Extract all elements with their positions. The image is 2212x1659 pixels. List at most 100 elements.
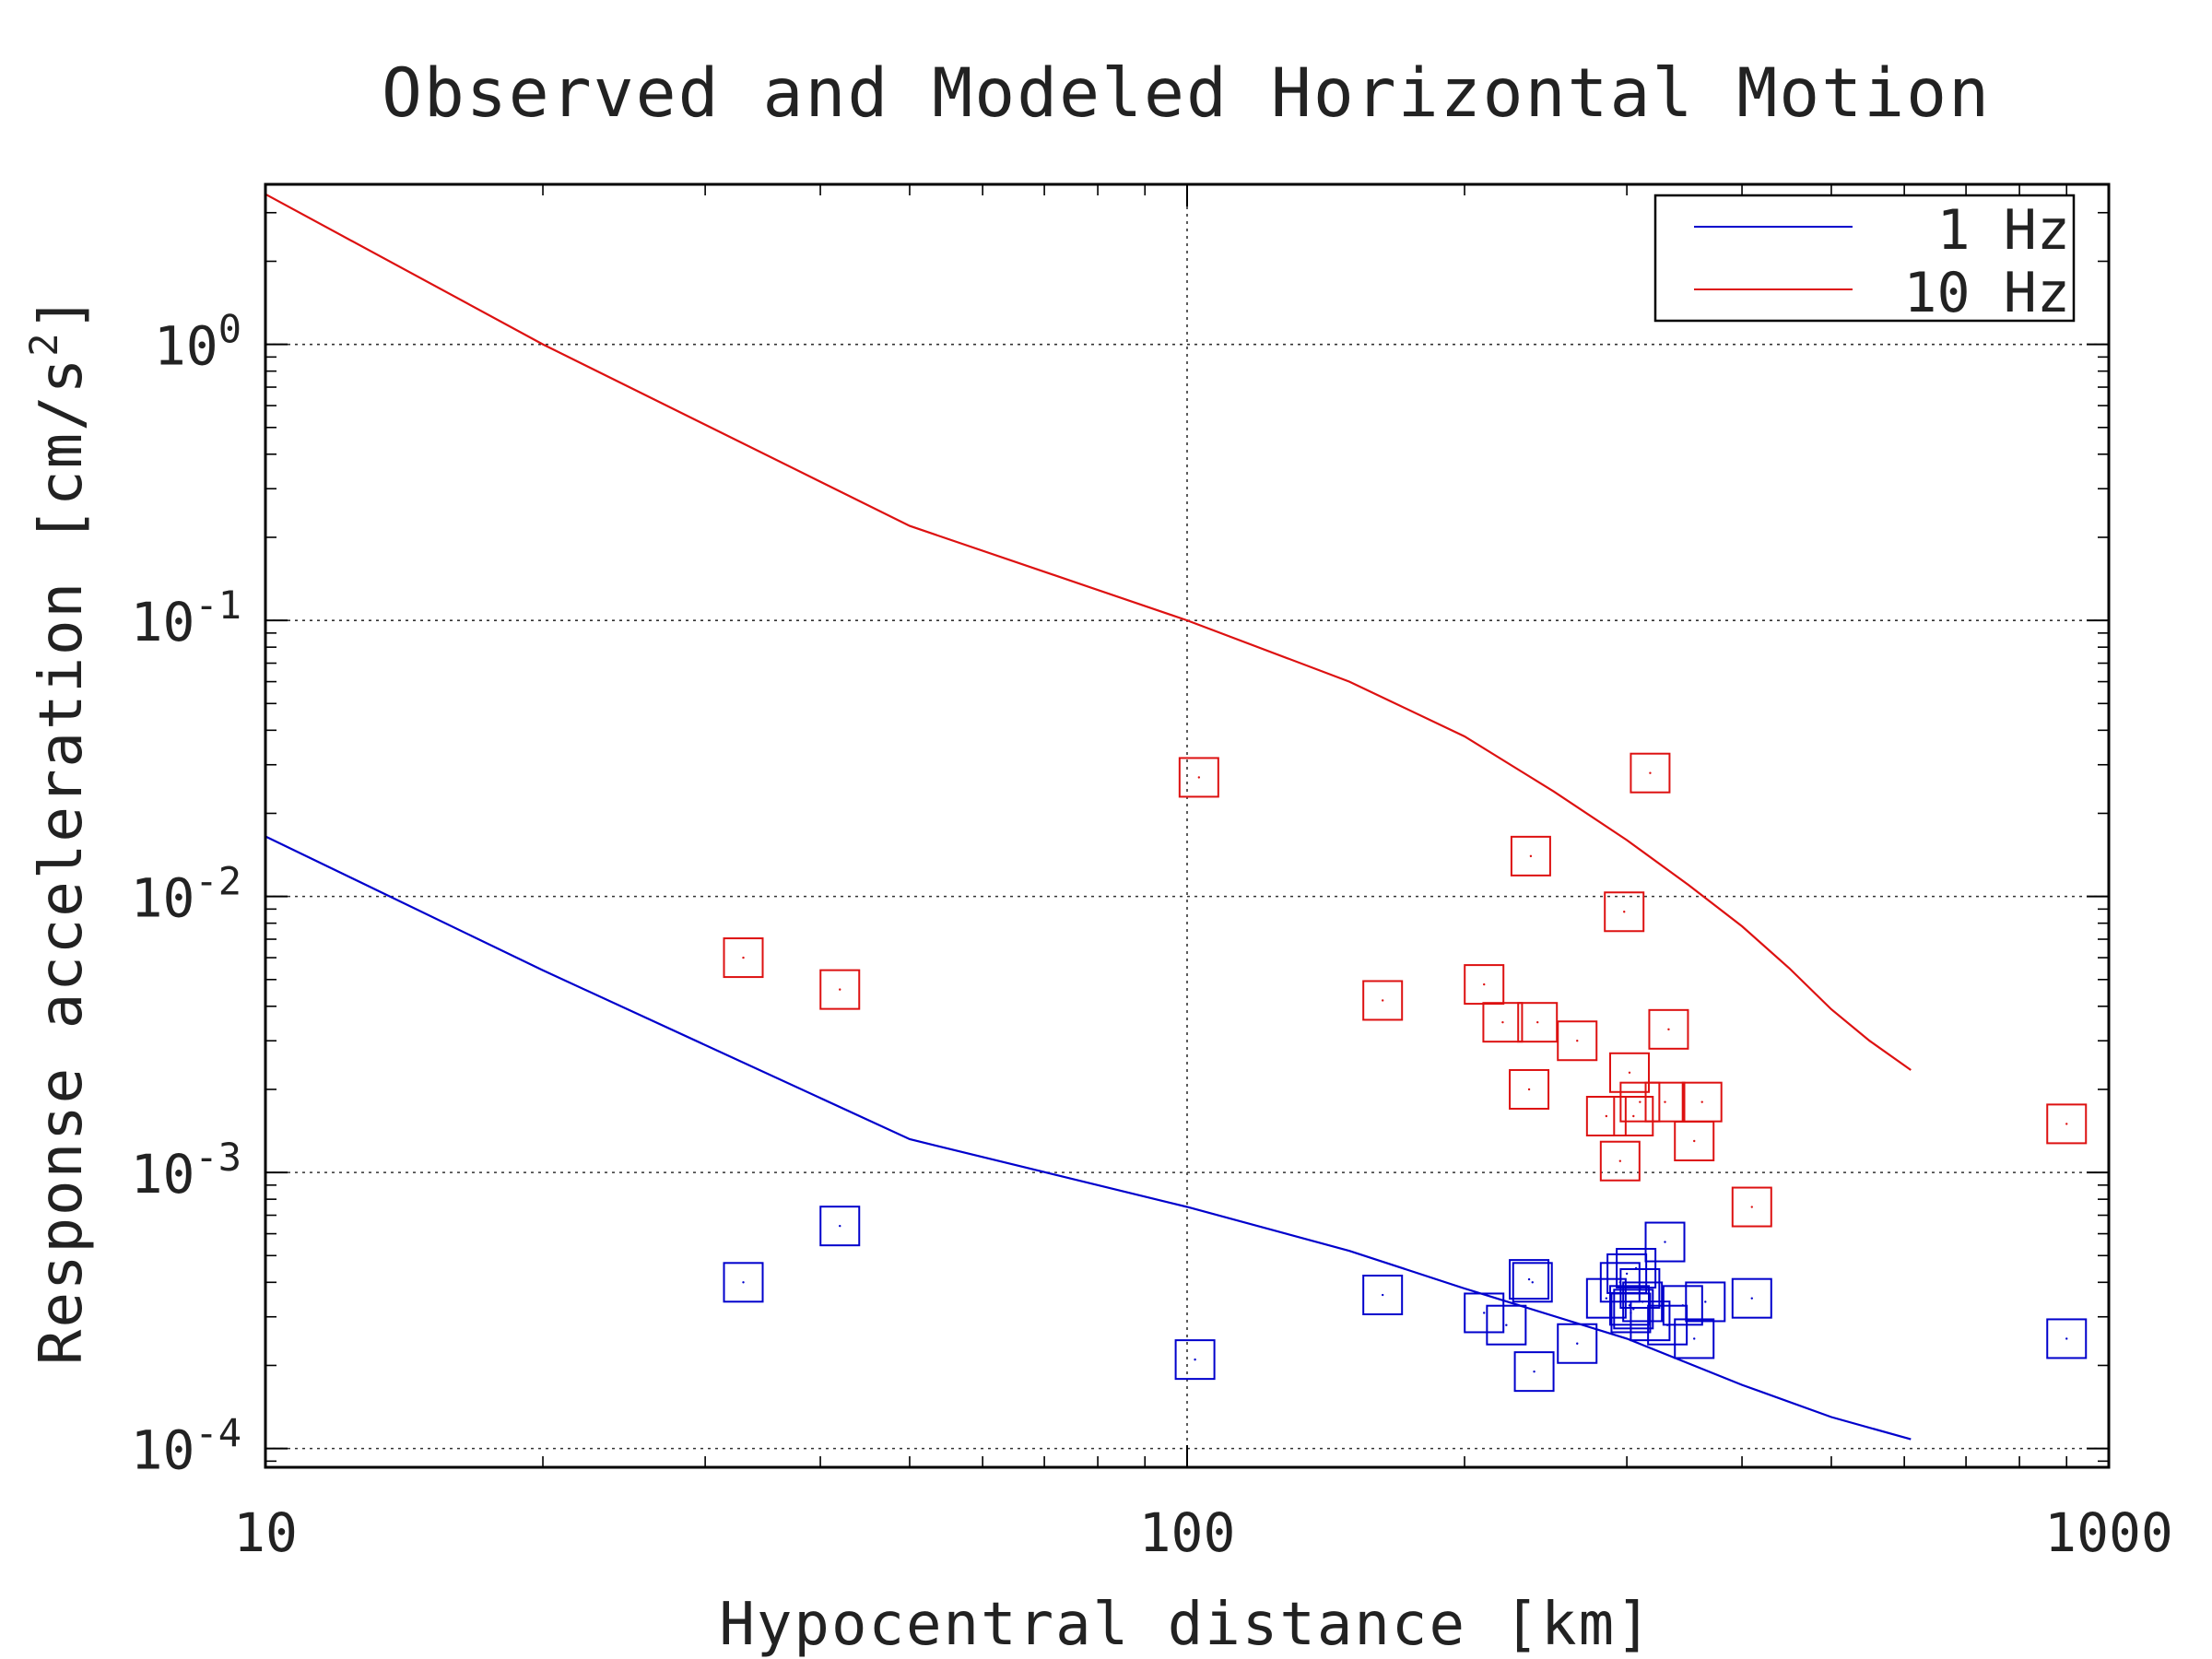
observed-point-1hz: [1585, 1277, 1627, 1319]
observed-point-center-10hz: [1536, 1020, 1539, 1024]
observed-point-10hz: [1681, 1081, 1723, 1123]
y-axis-label-text: Response acceleration [cm/s: [28, 357, 96, 1365]
model-line-10hz: [265, 193, 1912, 1071]
y-axis-label-close: ]: [28, 294, 96, 332]
observed-point-center-10hz: [1700, 1100, 1703, 1103]
observed-point-center-1hz: [1693, 1337, 1696, 1340]
x-axis-label: Hypocentral distance [km]: [719, 1591, 1653, 1659]
observed-point-1hz: [1174, 1339, 1216, 1381]
observed-point-10hz: [1619, 1081, 1661, 1123]
observed-point-center-1hz: [1704, 1300, 1707, 1303]
observed-point-center-1hz: [1664, 1241, 1666, 1243]
y-tick-label: 10-1: [131, 582, 241, 653]
x-tick-label: 1000: [2044, 1501, 2173, 1564]
observed-point-10hz: [1644, 1081, 1686, 1123]
observed-point-center-1hz: [1605, 1297, 1608, 1300]
observed-point-10hz: [723, 937, 764, 979]
observed-point-1hz: [1464, 1292, 1505, 1334]
observed-point-center-1hz: [1750, 1297, 1753, 1300]
model-line-1hz: [265, 835, 1912, 1441]
y-tick-labels: 10-4 10-3 10-2 10-1 100: [131, 307, 241, 1482]
observed-point-1hz: [1731, 1277, 1772, 1319]
observed-point-1hz: [1362, 1275, 1404, 1316]
observed-point-center-1hz: [1649, 1319, 1652, 1323]
observed-point-center-10hz: [1529, 854, 1533, 858]
observed-point-center-10hz: [1639, 1100, 1641, 1103]
y-axis-label-superscript: 2: [21, 331, 66, 356]
observed-point-center-10hz: [1381, 999, 1384, 1002]
observed-point-center-1hz: [742, 1281, 745, 1284]
observed-point-center-10hz: [2065, 1123, 2068, 1125]
legend-label-1hz: 1 Hz: [1937, 198, 2071, 263]
observed-point-center-10hz: [1527, 1088, 1531, 1091]
observed-point-center-10hz: [1483, 982, 1486, 986]
legend-label-10hz: 10 Hz: [1903, 261, 2070, 325]
observed-point-1hz: [1512, 1262, 1553, 1303]
observed-point-center-10hz: [1618, 1159, 1622, 1162]
observed-point-center-10hz: [1667, 1028, 1670, 1031]
observed-point-center-10hz: [1501, 1020, 1504, 1024]
observed-point-10hz: [819, 969, 861, 1010]
y-tick-label: 10-3: [131, 1135, 241, 1206]
observed-point-10hz: [2046, 1103, 2088, 1145]
observed-point-1hz: [1509, 1259, 1550, 1300]
observed-point-10hz: [1648, 1008, 1689, 1050]
observed-point-center-10hz: [1664, 1100, 1666, 1103]
observed-point-center-1hz: [1576, 1342, 1579, 1345]
observed-point-1hz: [2046, 1318, 2088, 1359]
observed-point-center-10hz: [839, 988, 841, 991]
observed-point-center-1hz: [1527, 1277, 1531, 1281]
observed-point-center-10hz: [1197, 776, 1201, 779]
observed-point-10hz: [1604, 891, 1645, 933]
observed-point-center-1hz: [2065, 1337, 2068, 1340]
y-axis-label: Response acceleration [cm/s2]: [21, 294, 96, 1365]
observed-point-10hz: [1510, 835, 1551, 877]
x-tick-labels: 10 100 1000: [233, 1501, 2173, 1564]
model-lines: [265, 193, 1912, 1441]
observed-point-1hz: [1685, 1281, 1726, 1323]
observed-point-center-10hz: [1628, 1071, 1631, 1074]
observed-point-10hz: [1731, 1186, 1772, 1228]
plot-frame: [264, 182, 2111, 1469]
observed-point-1hz: [819, 1206, 861, 1247]
x-tick-label: 100: [1139, 1501, 1236, 1564]
observed-point-10hz: [1609, 1052, 1651, 1093]
observed-point-center-1hz: [1531, 1281, 1534, 1284]
observed-point-10hz: [1517, 1002, 1559, 1043]
observed-points: [723, 752, 2088, 1393]
observed-point-center-1hz: [1625, 1272, 1629, 1276]
y-tick-label: 10-4: [131, 1411, 241, 1482]
observed-point-10hz: [1630, 752, 1671, 794]
observed-point-10hz: [1613, 1095, 1654, 1136]
observed-point-1hz: [1674, 1318, 1715, 1359]
observed-point-10hz: [1362, 980, 1404, 1021]
observed-point-center-10hz: [1693, 1139, 1696, 1143]
observed-point-center-10hz: [1623, 911, 1626, 913]
chart-title: Observed and Modeled Horizontal Motion: [382, 54, 1991, 133]
observed-point-center-1hz: [1533, 1370, 1535, 1373]
observed-point-10hz: [1482, 1002, 1524, 1043]
observed-point-center-10hz: [1750, 1206, 1753, 1208]
observed-point-center-10hz: [1576, 1040, 1579, 1042]
observed-point-1hz: [1662, 1285, 1703, 1326]
observed-point-center-1hz: [1681, 1304, 1685, 1307]
observed-point-1hz: [1557, 1323, 1598, 1364]
observed-point-center-1hz: [1505, 1324, 1508, 1326]
observed-point-1hz: [1630, 1300, 1671, 1342]
observed-point-1hz: [723, 1262, 764, 1303]
observed-point-center-10hz: [742, 956, 745, 959]
observed-point-center-1hz: [1194, 1358, 1196, 1361]
legend-box: [1653, 194, 2076, 323]
observed-point-10hz: [1599, 1140, 1641, 1182]
observed-point-1hz: [1513, 1351, 1555, 1393]
x-tick-label: 10: [233, 1501, 298, 1564]
observed-point-10hz: [1178, 757, 1219, 798]
y-tick-label: 100: [154, 307, 241, 378]
observed-point-10hz: [1509, 1068, 1550, 1110]
observed-point-center-1hz: [1381, 1293, 1384, 1297]
observed-point-center-1hz: [839, 1224, 841, 1228]
observed-point-center-10hz: [1632, 1114, 1635, 1118]
observed-point-1hz: [1619, 1267, 1661, 1309]
observed-point-center-1hz: [1483, 1312, 1486, 1314]
